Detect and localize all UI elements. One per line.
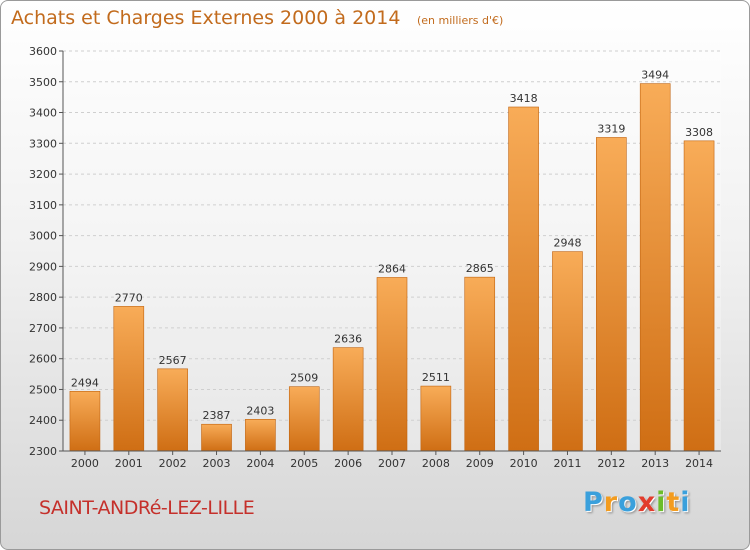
bar [69, 391, 101, 452]
location-label: SAINT-ANDRé-LEZ-LILLE [39, 497, 255, 519]
data-label: 2494 [71, 376, 99, 389]
y-tick-label: 2700 [29, 322, 57, 335]
data-label: 2636 [334, 333, 362, 346]
bar [288, 386, 320, 452]
logo-letter: o [618, 487, 638, 518]
data-label: 2567 [159, 354, 187, 367]
x-tick-label: 2006 [334, 457, 362, 470]
x-tick-label: 2012 [597, 457, 625, 470]
y-tick-label: 2900 [29, 260, 57, 273]
y-tick-label: 3600 [29, 45, 57, 58]
x-tick-label: 2001 [115, 457, 143, 470]
logo-letter: i [680, 487, 691, 518]
bar [639, 83, 671, 452]
bars: 2494 2770 2567 2387 2403 2509 2636 2864 2511 2865… [69, 69, 715, 452]
x-tick-label: 2007 [378, 457, 406, 470]
y-tick-label: 3100 [29, 199, 57, 212]
bar [201, 423, 232, 452]
data-label: 2948 [553, 237, 581, 250]
bar [596, 137, 627, 452]
x-tick-label: 2010 [510, 457, 538, 470]
data-label: 2403 [246, 404, 274, 417]
data-label: 2509 [290, 372, 318, 385]
logo-letter: x [637, 487, 657, 518]
x-tick-label: 2004 [246, 457, 274, 470]
x-tick-label: 2014 [685, 457, 713, 470]
bar [332, 347, 364, 452]
y-tick-label: 2500 [29, 383, 57, 396]
bar [157, 368, 188, 452]
unit-note: (en milliers d'€) [417, 14, 504, 27]
y-tick-label: 2600 [29, 353, 57, 366]
bar [376, 277, 408, 452]
data-label: 3418 [510, 92, 538, 105]
data-label: 3319 [597, 122, 625, 135]
y-tick-label: 3000 [29, 230, 57, 243]
bar [113, 306, 145, 452]
bar [683, 140, 715, 452]
x-tick-label: 2002 [159, 457, 187, 470]
bar [464, 276, 496, 452]
data-label: 2865 [466, 262, 494, 275]
bar [245, 419, 276, 452]
data-label: 2864 [378, 262, 406, 275]
logo-letter: t [666, 487, 681, 518]
y-tick-label: 2300 [29, 445, 57, 458]
proxiti-logo: Proxiti [583, 487, 691, 518]
chart-title: Achats et Charges Externes 2000 à 2014 [11, 7, 401, 29]
data-label: 3308 [685, 126, 713, 139]
bar [552, 251, 583, 452]
logo-letter: P [583, 487, 604, 518]
y-tick-label: 3500 [29, 76, 57, 89]
x-tick-label: 2009 [466, 457, 494, 470]
logo-letter: i [656, 487, 667, 518]
bar [420, 385, 452, 452]
data-label: 2770 [115, 291, 143, 304]
y-tick-label: 2800 [29, 291, 57, 304]
bar [508, 106, 539, 452]
y-tick-label: 3400 [29, 107, 57, 120]
x-tick-label: 2008 [422, 457, 450, 470]
x-tick-label: 2003 [203, 457, 231, 470]
y-tick-label: 3200 [29, 168, 57, 181]
data-label: 2511 [422, 371, 450, 384]
y-tick-label: 3300 [29, 137, 57, 150]
axes: 2300 2400 2500 2600 2700 2800 2900 3000 3100 3200… [29, 45, 721, 470]
data-label: 3494 [641, 69, 669, 82]
data-label: 2387 [203, 409, 231, 422]
y-tick-label: 2400 [29, 414, 57, 427]
x-tick-label: 2000 [71, 457, 99, 470]
logo-letter: r [603, 487, 619, 518]
x-tick-label: 2013 [641, 457, 669, 470]
x-tick-label: 2011 [553, 457, 581, 470]
x-tick-label: 2005 [290, 457, 318, 470]
